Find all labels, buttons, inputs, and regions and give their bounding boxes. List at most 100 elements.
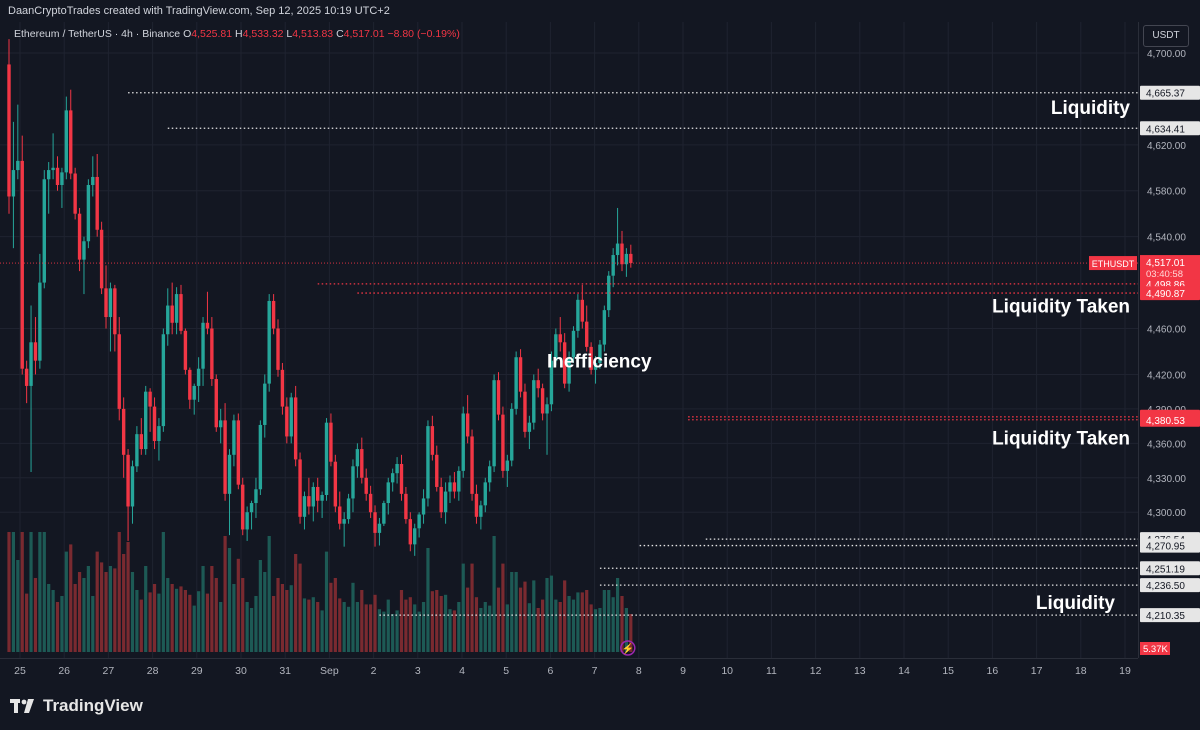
volume-bar: [466, 587, 470, 652]
candle: [157, 418, 161, 461]
volume-bar: [421, 602, 426, 652]
candle-body: [615, 243, 620, 256]
price-tick: 4,420.00: [1147, 370, 1186, 381]
volume-bar: [104, 572, 108, 652]
annotation-label: Liquidity: [1051, 98, 1131, 119]
volume-bar: [518, 587, 523, 652]
candle-body: [33, 342, 38, 361]
low-label: L: [286, 28, 293, 40]
volume-bar: [139, 599, 143, 652]
countdown-text: 03:40:58: [1146, 269, 1183, 280]
volume-bar: [426, 548, 430, 652]
volume-bar: [223, 536, 227, 652]
volume-bar: [161, 532, 165, 652]
candle-body: [223, 420, 227, 494]
candle: [51, 133, 55, 180]
candle-body: [607, 275, 611, 311]
candle-body: [179, 294, 183, 331]
time-tick: 13: [854, 665, 866, 677]
candle: [86, 179, 91, 249]
volume-bar: [346, 606, 351, 652]
time-axis-labels: 25 26 27 28 29 30 31 Sep 2 3 4 5 6 7 8 9 10 11 12 13 14 15 16 1…: [14, 665, 1131, 677]
volume-bar: [258, 560, 262, 652]
candle: [192, 383, 196, 415]
candlestick-chart[interactable]: Liquidity Liquidity Taken Inefficiency Liqu…: [0, 22, 1138, 658]
candle: [95, 154, 99, 237]
tradingview-logo-icon: [10, 699, 34, 713]
high-label: H: [235, 28, 243, 40]
volume-bar: [29, 532, 33, 652]
volume-bar: [399, 590, 404, 652]
candle: [113, 284, 117, 352]
candle: [236, 413, 241, 490]
candle-body: [540, 388, 545, 414]
volume-bar: [395, 610, 399, 652]
volume-bar: [42, 532, 46, 652]
candle: [571, 326, 576, 363]
candle: [201, 317, 205, 386]
candle: [232, 414, 236, 467]
candle-body: [174, 294, 179, 323]
candle: [373, 505, 377, 547]
time-tick: 15: [942, 665, 954, 677]
volume-bar: [108, 566, 113, 652]
candle-body: [135, 434, 139, 467]
candle-body: [166, 305, 170, 335]
volume-bar: [448, 609, 452, 652]
price-tag-box: [1140, 286, 1200, 301]
candle-body: [554, 334, 558, 361]
volume-bar: [280, 584, 285, 652]
time-tick: 16: [987, 665, 999, 677]
candle: [448, 475, 452, 504]
top-bar: DaanCryptoTrades created with TradingVie…: [0, 0, 1200, 22]
time-axis[interactable]: 25 26 27 28 29 30 31 Sep 2 3 4 5 6 7 8 9 10 11 12 13 14 15 16 1…: [0, 658, 1138, 681]
candle-body: [435, 454, 439, 487]
volume-bar: [580, 592, 584, 652]
lightning-icon: ⚡: [622, 642, 634, 655]
time-tick: 26: [58, 665, 70, 677]
time-tick: 4: [459, 665, 465, 677]
candle-body: [624, 253, 629, 265]
tradingview-brand[interactable]: TradingView: [10, 696, 143, 716]
candle: [276, 319, 280, 377]
price-tag-box: [1140, 608, 1200, 623]
volume-bar: [241, 578, 245, 652]
candle: [33, 317, 38, 375]
candle-body: [329, 422, 333, 462]
volume-bar: [386, 599, 390, 652]
candle: [24, 360, 29, 404]
volume-bar: [563, 580, 567, 652]
candle-body: [104, 288, 108, 318]
volume-bar: [47, 584, 51, 652]
candle-body: [558, 334, 562, 343]
candle: [496, 372, 501, 421]
candle: [554, 328, 558, 366]
candle-body: [280, 369, 285, 407]
candle: [166, 288, 170, 346]
currency-button[interactable]: USDT: [1143, 25, 1189, 47]
candle: [607, 271, 611, 318]
price-axis[interactable]: 4,700.00 4,620.00 4,580.00 4,540.00 4,460.00…: [1138, 22, 1200, 658]
candle-body: [404, 493, 408, 520]
candle: [395, 457, 399, 484]
candle: [593, 356, 598, 384]
candle-body: [501, 414, 505, 471]
candle-body: [377, 523, 382, 533]
candle-body: [161, 334, 166, 427]
volume-bar: [113, 568, 117, 652]
symbol-legend: Ethereum / TetherUS · 4h · Binance O4,52…: [14, 28, 460, 40]
candle-body: [443, 491, 448, 513]
candle: [29, 305, 33, 473]
candle: [329, 413, 333, 467]
candle: [258, 420, 263, 495]
candle-body: [474, 493, 479, 517]
chart-area[interactable]: Liquidity Liquidity Taken Inefficiency Liqu…: [0, 22, 1138, 658]
volume-bar: [488, 605, 492, 652]
volume-bar: [333, 578, 337, 652]
candle: [435, 445, 439, 492]
candle: [271, 294, 276, 335]
price-tag-box: [1140, 538, 1200, 553]
candle-body: [24, 368, 29, 386]
candle: [183, 328, 188, 375]
candle-body: [408, 519, 413, 545]
